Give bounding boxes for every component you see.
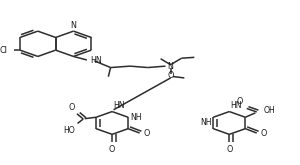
Text: O: O: [226, 145, 232, 154]
Text: O: O: [144, 129, 150, 138]
Text: O: O: [237, 97, 243, 106]
Text: NH: NH: [200, 118, 212, 127]
Text: O: O: [109, 145, 115, 154]
Text: NH: NH: [130, 113, 142, 122]
Text: Cl: Cl: [0, 46, 8, 55]
Text: O: O: [261, 129, 267, 138]
Text: N: N: [70, 21, 76, 30]
Text: HN: HN: [231, 101, 242, 110]
Text: HN: HN: [114, 101, 125, 110]
Text: HO: HO: [63, 126, 75, 135]
Text: N: N: [168, 62, 174, 71]
Text: O: O: [167, 71, 174, 80]
Text: HN: HN: [90, 56, 102, 65]
Text: O: O: [68, 103, 75, 112]
Text: OH: OH: [264, 106, 276, 115]
